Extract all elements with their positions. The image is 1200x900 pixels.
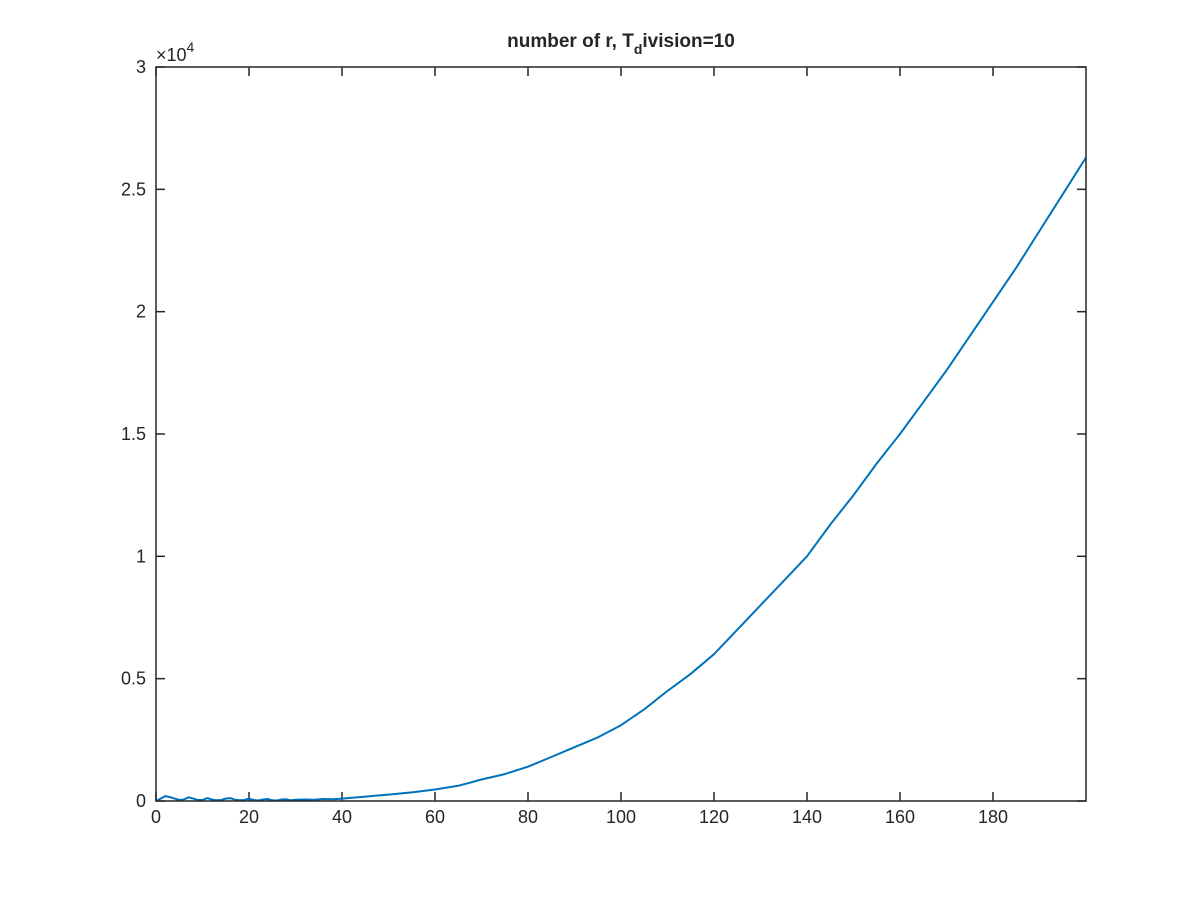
y-axis-exponent-power: 4 [187,39,195,55]
y-tick-label: 2.5 [121,179,146,199]
y-tick-label: 1.5 [121,424,146,444]
x-tick-label: 120 [699,807,729,827]
chart-title: number of r, Tdivision=10 [507,31,735,57]
y-tick-label: 0 [136,791,146,811]
plot-area-frame [155,66,1087,802]
axis-tick-labels: 0 20 40 60 80 100 120 140 160 180 0 0.5 1 1.5 2 2.5 3 [121,57,1008,827]
y-axis-exponent-base: ×10 [156,45,187,65]
x-tick-label: 140 [792,807,822,827]
y-tick-label: 2 [136,302,146,322]
x-tick-label: 60 [425,807,445,827]
x-tick-label: 160 [885,807,915,827]
axis-ticks [155,66,1086,802]
x-tick-label: 100 [606,807,636,827]
y-tick-label: 3 [136,57,146,77]
x-tick-label: 0 [151,807,161,827]
y-tick-label: 1 [136,546,146,566]
x-tick-label: 40 [332,807,352,827]
x-tick-label: 20 [239,807,259,827]
x-tick-label: 80 [518,807,538,827]
data-series-line [155,156,1087,802]
chart-title-main: number of r, T [507,31,634,52]
chart-title-rest: ivision=10 [642,31,734,52]
y-tick-label: 0.5 [121,669,146,689]
x-tick-label: 180 [978,807,1008,827]
chart-title-subscript: d [634,41,643,57]
y-axis-exponent: ×104 [156,39,195,65]
